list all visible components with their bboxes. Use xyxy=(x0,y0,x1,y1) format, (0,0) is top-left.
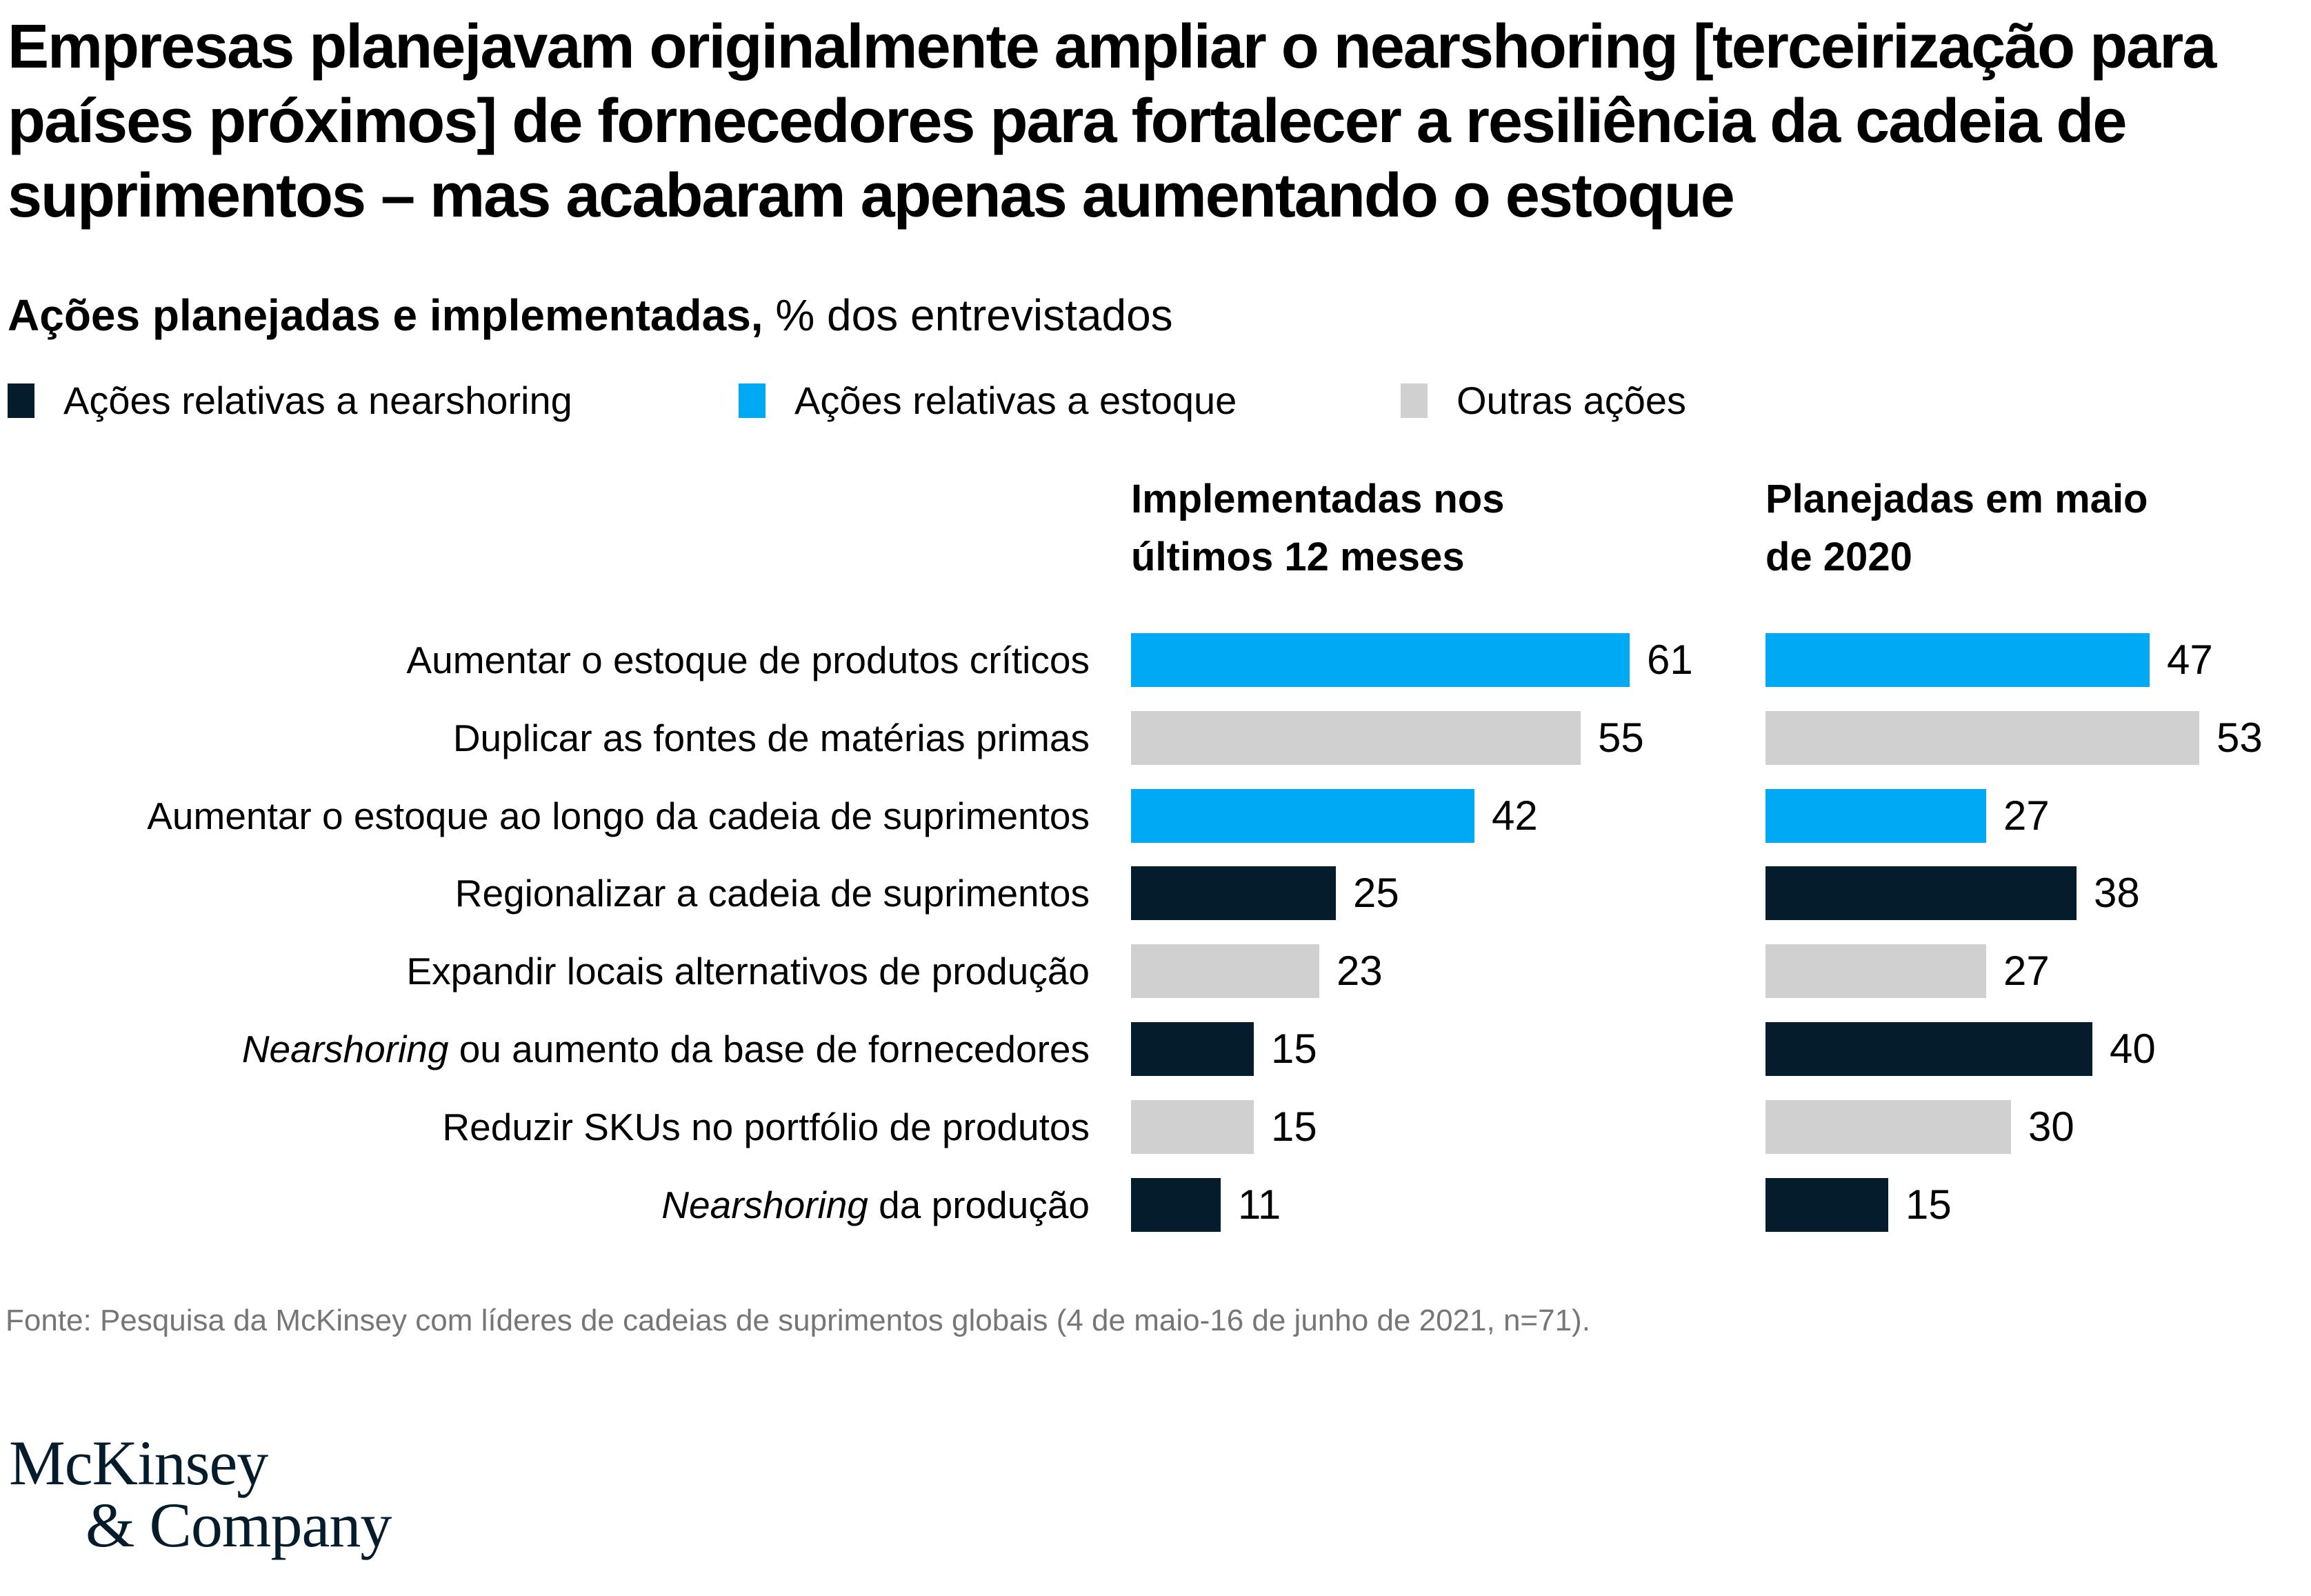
bar-value-label: 15 xyxy=(1271,1104,1317,1150)
bar-implemented xyxy=(1131,711,1581,765)
bar-implemented xyxy=(1131,944,1319,998)
row-label: Nearshoring da produção xyxy=(0,1178,1090,1232)
mckinsey-logo-line2: & Company xyxy=(86,1490,392,1560)
mckinsey-logo-line1: McKinsey xyxy=(9,1428,268,1498)
bar-value-label: 27 xyxy=(2003,948,2050,994)
bar-value-label: 30 xyxy=(2028,1104,2074,1150)
bar-planned xyxy=(1765,633,2150,687)
row-label: Regionalizar a cadeia de suprimentos xyxy=(0,866,1090,920)
chart-row: Nearshoring da produção 11 15 xyxy=(0,1178,2311,1232)
bar-value-label: 27 xyxy=(2003,792,2050,839)
legend-item-estoque: Ações relativas a estoque xyxy=(739,378,1237,423)
legend-label: Ações relativas a estoque xyxy=(794,379,1237,422)
row-label-segment: da produção xyxy=(868,1184,1090,1226)
bar-value-label: 61 xyxy=(1647,637,1693,683)
column-header-line: de 2020 xyxy=(1765,535,1912,579)
bar-implemented xyxy=(1131,1178,1221,1232)
chart-row: Nearshoring ou aumento da base de fornec… xyxy=(0,1022,2311,1076)
row-label-italic-segment: Nearshoring xyxy=(661,1184,868,1226)
legend-swatch-outras xyxy=(1401,383,1428,418)
bar-implemented xyxy=(1131,1022,1254,1076)
column-header-line: Planejadas em maio xyxy=(1765,477,2148,521)
bar-value-label: 15 xyxy=(1905,1181,1952,1228)
row-label: Reduzir SKUs no portfólio de produtos xyxy=(0,1100,1090,1154)
row-label-segment: ou aumento da base de fornecedores xyxy=(448,1028,1090,1070)
bar-implemented xyxy=(1131,1100,1254,1154)
chart-subtitle-bold: Ações planejadas e implementadas, xyxy=(8,290,763,340)
bar-value-label: 15 xyxy=(1271,1026,1317,1072)
bar-value-label: 23 xyxy=(1337,948,1383,994)
bar-planned xyxy=(1765,866,2077,920)
bar-value-label: 42 xyxy=(1492,792,1538,839)
chart-subtitle: Ações planejadas e implementadas, % dos … xyxy=(8,290,1173,341)
bar-implemented xyxy=(1131,866,1336,920)
source-note: Fonte: Pesquisa da McKinsey com líderes … xyxy=(6,1304,1590,1337)
page-title-line: Empresas planejavam originalmente amplia… xyxy=(8,12,2217,81)
legend-swatch-estoque xyxy=(739,383,766,418)
bar-planned xyxy=(1765,789,1986,843)
row-label: Expandir locais alternativos de produção xyxy=(0,944,1090,998)
page-title: Empresas planejavam originalmente amplia… xyxy=(8,10,2217,233)
legend-item-nearshoring: Ações relativas a nearshoring xyxy=(8,378,572,423)
bar-planned xyxy=(1765,1178,1888,1232)
bar-value-label: 11 xyxy=(1238,1181,1281,1228)
page-title-line: países próximos] de fornecedores para fo… xyxy=(8,87,2127,156)
bar-planned xyxy=(1765,944,1986,998)
row-label: Aumentar o estoque de produtos críticos xyxy=(0,633,1090,687)
row-label: Duplicar as fontes de matérias primas xyxy=(0,711,1090,765)
bar-chart-rows: Aumentar o estoque de produtos críticos 6… xyxy=(0,633,2311,1254)
row-label-segment: Duplicar as fontes de matérias primas xyxy=(452,717,1090,759)
legend-swatch-nearshoring xyxy=(8,383,34,418)
bar-planned xyxy=(1765,1022,2092,1076)
row-label-segment: Aumentar o estoque ao longo da cadeia de… xyxy=(147,795,1090,837)
chart-subtitle-unit: % dos entrevistados xyxy=(763,290,1173,340)
legend-item-outras: Outras ações xyxy=(1401,378,1686,423)
row-label-italic-segment: Nearshoring xyxy=(241,1028,449,1070)
chart-row: Expandir locais alternativos de produção… xyxy=(0,944,2311,998)
legend-label: Outras ações xyxy=(1457,379,1687,422)
chart-row: Aumentar o estoque ao longo da cadeia de… xyxy=(0,789,2311,843)
column-header-line: últimos 12 meses xyxy=(1131,535,1465,579)
row-label-segment: Reduzir SKUs no portfólio de produtos xyxy=(442,1106,1090,1148)
bar-planned xyxy=(1765,711,2199,765)
bar-implemented xyxy=(1131,633,1630,687)
chart-row: Regionalizar a cadeia de suprimentos 25 38 xyxy=(0,866,2311,920)
row-label-segment: Aumentar o estoque de produtos críticos xyxy=(406,639,1090,681)
page-title-line: suprimentos – mas acabaram apenas aument… xyxy=(8,161,1735,230)
chart-row: Aumentar o estoque de produtos críticos 6… xyxy=(0,633,2311,687)
bar-value-label: 47 xyxy=(2167,637,2213,683)
chart-row: Reduzir SKUs no portfólio de produtos 15 3… xyxy=(0,1100,2311,1154)
legend: Ações relativas a nearshoring Ações relat… xyxy=(0,378,2311,426)
bar-planned xyxy=(1765,1100,2011,1154)
chart-row: Duplicar as fontes de matérias primas 55 5… xyxy=(0,711,2311,765)
bar-value-label: 55 xyxy=(1598,715,1644,761)
bar-value-label: 38 xyxy=(2094,870,2140,916)
row-label: Aumentar o estoque ao longo da cadeia de… xyxy=(0,789,1090,843)
column-header-planned: Planejadas em maio de 2020 xyxy=(1765,470,2311,586)
column-header-implemented: Implementadas nos últimos 12 meses xyxy=(1131,470,1697,586)
row-label-segment: Regionalizar a cadeia de suprimentos xyxy=(454,872,1090,915)
legend-label: Ações relativas a nearshoring xyxy=(63,379,572,422)
bar-implemented xyxy=(1131,789,1474,843)
bar-value-label: 25 xyxy=(1353,870,1399,916)
column-header-line: Implementadas nos xyxy=(1131,477,1505,521)
bar-value-label: 40 xyxy=(2110,1026,2156,1072)
bar-value-label: 53 xyxy=(2217,715,2263,761)
row-label: Nearshoring ou aumento da base de fornec… xyxy=(0,1022,1090,1076)
mckinsey-logo: McKinsey & Company xyxy=(9,1428,392,1560)
row-label-segment: Expandir locais alternativos de produção xyxy=(406,950,1090,992)
